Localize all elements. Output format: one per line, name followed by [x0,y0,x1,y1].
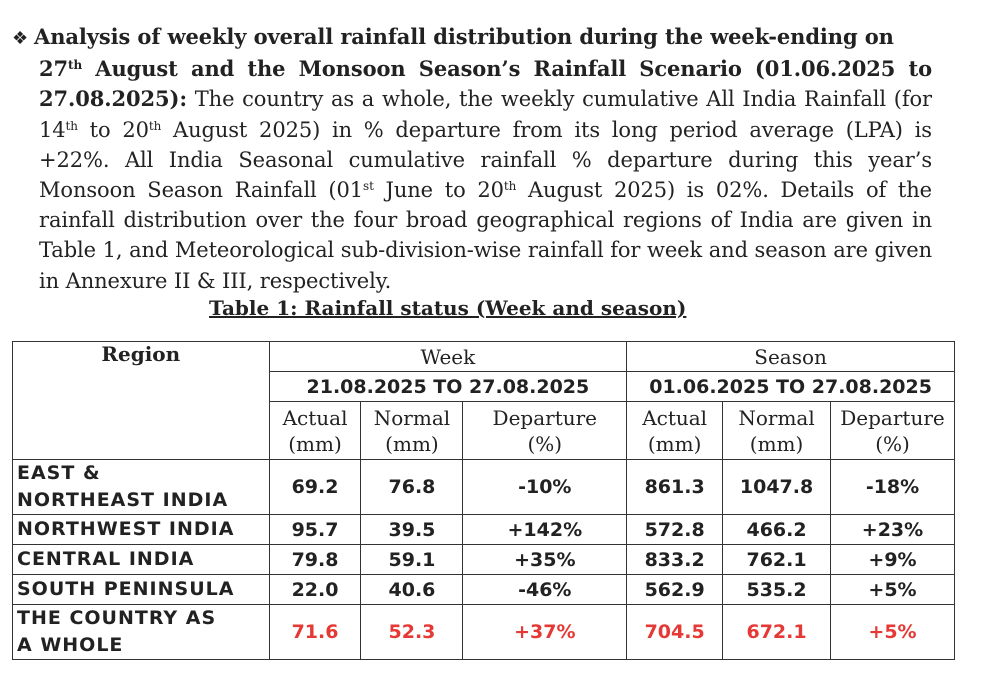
body-text-2c: August 2025) in % departure from its lon… [39,117,932,172]
week-actual: 79.8 [268,544,362,575]
season-normal: 535.2 [722,574,831,605]
analysis-paragraph: ❖ Analysis of weekly overall rainfall dis… [12,22,932,296]
week-actual: 69.2 [268,459,362,515]
week-normal: 39.5 [360,514,464,545]
region-header: Region [12,341,270,460]
table-row: NORTHWEST INDIA 95.7 39.5 +142% 572.8 46… [12,514,955,545]
season-range: 01.06.2025 TO 27.08.2025 [626,371,955,402]
season-normal: 1047.8 [722,459,831,515]
body-sup-4: th [503,179,517,194]
week-departure: +37% [462,604,628,660]
body-sup-3: st [363,179,374,194]
heading-date-suffix: th [68,58,83,73]
season-actual: 861.3 [626,459,724,515]
season-actual: 704.5 [626,604,724,660]
heading-date-day: 27 [39,56,69,82]
region-name: NORTHWEST INDIA [12,514,270,545]
season-normal: 466.2 [722,514,831,545]
season-actual: 572.8 [626,514,724,545]
para-heading-line2: 27th August and the Monsoon Season’s Rai… [39,56,932,111]
body-text-4c: August 2025) is 02%. Details of the rain… [39,178,932,233]
week-departure: +35% [462,544,628,575]
season-departure: -18% [830,459,955,515]
body-text-2a: 14 [39,117,66,142]
region-name: CENTRAL INDIA [12,544,270,575]
season-normal: 762.1 [722,544,831,575]
body-sup-2: th [148,118,162,133]
body-text-1: The country as a whole, the weekly cumul… [187,87,932,112]
season-actual: 562.9 [626,574,724,605]
region-name: EAST & NORTHEAST INDIA [12,459,270,515]
week-actual-header: Actual (mm) [268,401,362,460]
table-row-total: THE COUNTRY AS A WHOLE 71.6 52.3 +37% 704… [12,604,955,660]
season-departure: +5% [830,574,955,605]
week-header: Week [268,341,628,372]
body-text-4a: Season Rainfall (01 [147,178,364,203]
week-departure: +142% [462,514,628,545]
week-actual: 22.0 [268,574,362,605]
week-actual: 95.7 [268,514,362,545]
week-actual: 71.6 [268,604,362,660]
week-departure: -46% [462,574,628,605]
body-text-3: All India Seasonal cumulative rainfall %… [39,147,932,203]
season-actual-header: Actual (mm) [626,401,724,460]
season-departure: +9% [830,544,955,575]
week-normal: 40.6 [360,574,464,605]
body-text-6: and Meteorological sub-division-wise rai… [39,238,932,293]
season-normal: 672.1 [722,604,831,660]
para-heading-line1: Analysis of weekly overall rainfall dist… [34,24,894,49]
week-departure: -10% [462,459,628,515]
season-departure-header: Departure (%) [830,401,955,460]
table-caption: Table 1: Rainfall status (Week and seaso… [209,296,687,320]
season-departure: +5% [830,604,955,660]
week-normal: 52.3 [360,604,464,660]
season-departure: +23% [830,514,955,545]
body-text-7: Annexure II & III, respectively. [65,268,392,293]
rainfall-table: Region Week Season 21.08.2025 TO 27.08.2… [12,341,955,660]
season-header: Season [626,341,955,372]
body-text-5: distribution over the four broad geograp… [39,208,932,263]
table-row: SOUTH PENINSULA 22.0 40.6 -46% 562.9 535… [12,574,955,605]
body-text-4b: June to 20 [373,178,504,203]
week-normal: 76.8 [360,459,464,515]
season-actual: 833.2 [626,544,724,575]
heading-end-date: 27.08.2025): [39,86,188,112]
week-departure-header: Departure (%) [462,401,628,460]
diamond-bullet-icon: ❖ [12,28,29,49]
table-row: EAST & NORTHEAST INDIA 69.2 76.8 -10% 861… [12,459,955,515]
season-normal-header: Normal (mm) [722,401,831,460]
week-range: 21.08.2025 TO 27.08.2025 [268,371,628,402]
week-normal-header: Normal (mm) [360,401,464,460]
para-body: 27th August and the Monsoon Season’s Rai… [12,54,932,296]
table-row: CENTRAL INDIA 79.8 59.1 +35% 833.2 762.1… [12,544,955,575]
heading-text: August and the Monsoon Season’s Rainfall… [82,56,932,82]
body-sup-1: th [65,118,78,133]
region-name: SOUTH PENINSULA [12,574,270,605]
week-normal: 59.1 [360,544,464,575]
body-text-2b: to 20 [77,117,149,142]
region-name: THE COUNTRY AS A WHOLE [12,604,270,660]
